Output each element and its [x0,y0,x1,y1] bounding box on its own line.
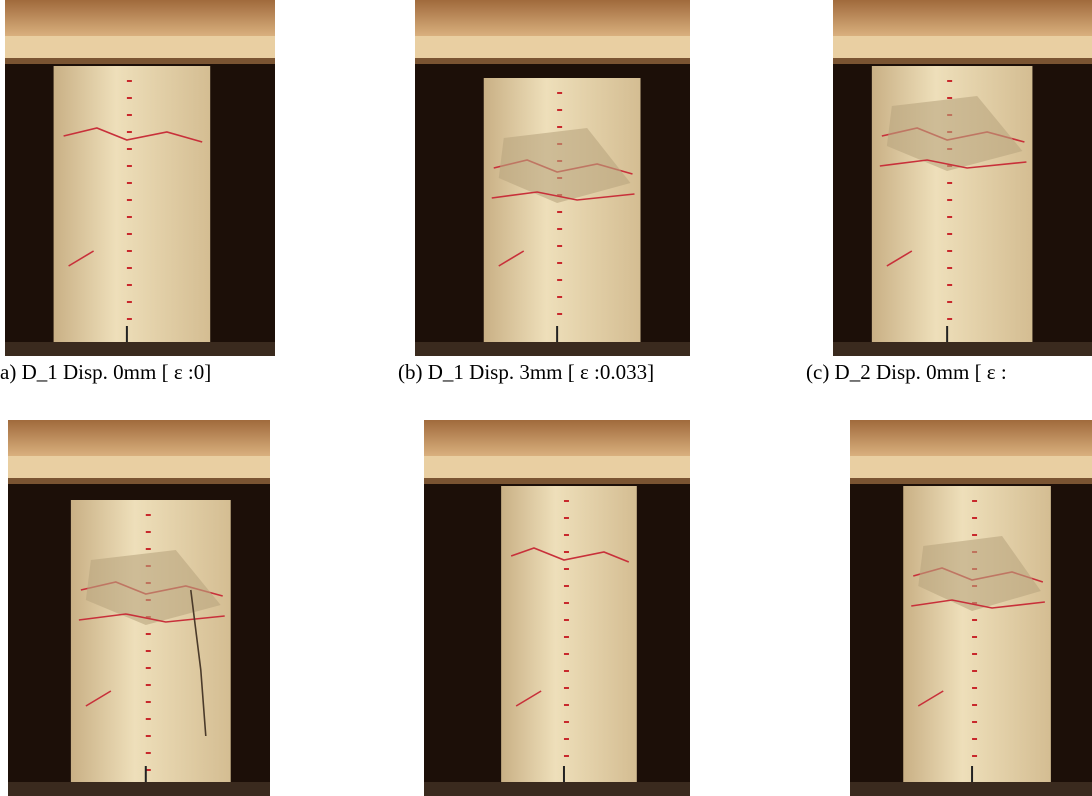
specimen [903,486,1051,782]
platen [424,420,690,456]
base-plate [424,782,690,796]
platen-edge [424,478,690,484]
caption: a) D_1 Disp. 0mm [ ε :0] [0,360,211,385]
platen-bar [833,36,1092,60]
photo-c [833,0,1092,356]
specimen [71,500,231,782]
platen-edge [8,478,270,484]
photo-f [850,420,1092,796]
photo-d [8,420,270,796]
platen [415,0,690,36]
caption: (c) D_2 Disp. 0mm [ ε : [806,360,1007,385]
platen-bar [5,36,275,60]
platen [850,420,1092,456]
platen [833,0,1092,36]
platen-edge [833,58,1092,64]
platen-bar [424,456,690,480]
caption: (b) D_1 Disp. 3mm [ ε :0.033] [398,360,654,385]
figure: a) D_1 Disp. 0mm [ ε :0] (b) D_1 Disp. 3… [0,0,1092,796]
photo-e [424,420,690,796]
base-plate [415,342,690,356]
platen-bar [850,456,1092,480]
specimen [54,66,211,342]
platen-edge [850,478,1092,484]
base-plate [8,782,270,796]
base-plate [850,782,1092,796]
specimen [501,486,637,782]
platen-bar [415,36,690,60]
photo-a [5,0,275,356]
platen [8,420,270,456]
base-plate [5,342,275,356]
platen [5,0,275,36]
platen-bar [8,456,270,480]
photo-b [415,0,690,356]
platen-edge [415,58,690,64]
platen-edge [5,58,275,64]
specimen [484,78,641,342]
base-plate [833,342,1092,356]
